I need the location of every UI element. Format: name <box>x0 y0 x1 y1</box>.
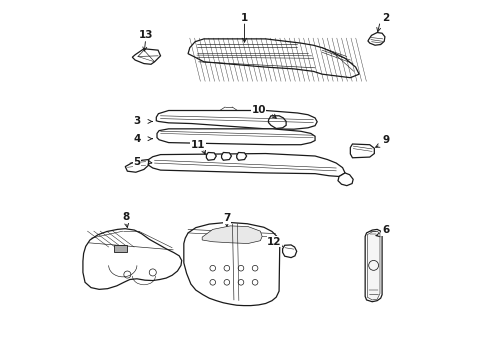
Text: 7: 7 <box>223 213 230 223</box>
Text: 2: 2 <box>381 13 388 23</box>
Polygon shape <box>337 173 352 186</box>
Polygon shape <box>148 154 345 176</box>
Polygon shape <box>206 153 216 160</box>
Polygon shape <box>349 144 374 158</box>
Polygon shape <box>202 226 262 243</box>
Polygon shape <box>282 245 296 258</box>
Text: 3: 3 <box>133 116 140 126</box>
Polygon shape <box>268 116 285 129</box>
Text: 5: 5 <box>133 157 140 167</box>
Polygon shape <box>366 231 379 300</box>
Polygon shape <box>365 229 381 302</box>
Text: 1: 1 <box>241 13 247 23</box>
Text: 4: 4 <box>133 134 140 144</box>
Polygon shape <box>132 49 160 64</box>
Text: 11: 11 <box>190 140 205 150</box>
Text: 9: 9 <box>381 135 388 145</box>
Text: 13: 13 <box>138 30 153 40</box>
Polygon shape <box>367 32 384 45</box>
Text: 10: 10 <box>251 105 265 116</box>
Polygon shape <box>183 222 279 306</box>
Polygon shape <box>221 153 231 160</box>
Polygon shape <box>125 159 148 172</box>
Text: 8: 8 <box>122 212 130 222</box>
Polygon shape <box>156 111 317 129</box>
Polygon shape <box>188 39 358 78</box>
Bar <box>114 244 127 252</box>
Polygon shape <box>236 153 246 160</box>
Text: 6: 6 <box>381 225 388 235</box>
Text: 12: 12 <box>266 237 281 247</box>
Polygon shape <box>157 129 314 145</box>
Polygon shape <box>83 229 182 289</box>
